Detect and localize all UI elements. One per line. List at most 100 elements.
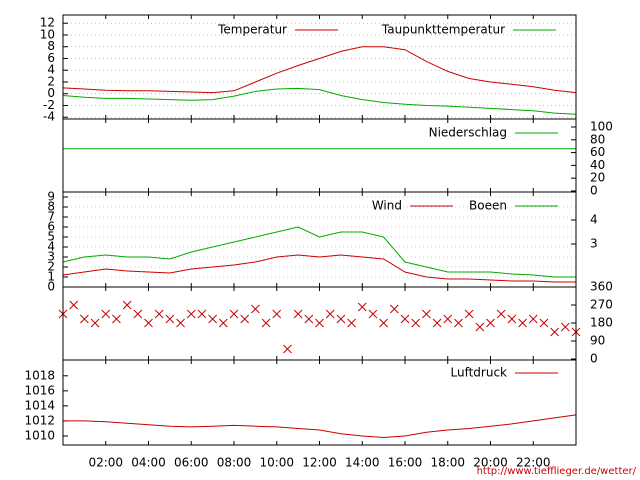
direction-mark xyxy=(443,314,453,324)
legend-label: Boeen xyxy=(469,199,507,213)
y-tick-label: 1016 xyxy=(24,383,55,397)
y-tick-label: 1018 xyxy=(24,368,55,382)
direction-mark xyxy=(411,318,421,328)
y-tick-label: 270 xyxy=(590,298,613,312)
y-tick-label: 40 xyxy=(590,158,605,172)
direction-mark xyxy=(304,314,314,324)
direction-mark xyxy=(454,318,463,328)
direction-mark xyxy=(507,314,517,324)
legend-label: Temperatur xyxy=(217,23,287,37)
y-tick-label: 8 xyxy=(47,200,55,214)
y-tick-label: 0 xyxy=(47,86,55,100)
legend-label: Luftdruck xyxy=(450,366,507,380)
credit: http://www.tiefflieger.de/wetter/ xyxy=(477,466,637,477)
direction-mark xyxy=(261,318,271,328)
x-tick-label: 06:00 xyxy=(174,456,209,470)
x-tick-label: 20:00 xyxy=(473,456,508,470)
direction-mark xyxy=(80,314,89,324)
direction-mark xyxy=(90,318,100,328)
direction-mark xyxy=(560,322,570,332)
series-line xyxy=(62,46,577,94)
y-tick-label: 100 xyxy=(590,119,613,133)
y-tick-label: 0 xyxy=(590,352,598,366)
direction-mark xyxy=(122,300,132,310)
direction-mark xyxy=(69,300,79,310)
direction-mark xyxy=(325,309,335,319)
direction-mark xyxy=(133,309,143,319)
y-tick-label: 60 xyxy=(590,145,605,159)
direction-mark xyxy=(315,318,324,328)
direction-mark xyxy=(229,309,239,319)
direction-mark xyxy=(368,309,378,319)
y-tick-label: 1 xyxy=(47,270,55,284)
series-line xyxy=(62,226,576,278)
direction-mark xyxy=(240,314,250,324)
direction-mark xyxy=(550,327,559,337)
y-tick-label: 180 xyxy=(590,316,613,330)
x-tick-label: 12:00 xyxy=(302,456,337,470)
y-tick-label: 90 xyxy=(590,334,605,348)
y-tick-label: 8 xyxy=(47,39,55,53)
direction-mark xyxy=(539,318,549,328)
x-tick-label: 22:00 xyxy=(516,456,551,470)
series-line xyxy=(63,414,577,439)
direction-mark xyxy=(400,314,410,324)
y2-tick-label: 3 xyxy=(590,237,598,251)
direction-mark xyxy=(347,318,356,328)
y-tick-label: 2 xyxy=(47,74,55,88)
y-tick-label: 6 xyxy=(47,51,55,65)
y-tick-label: 80 xyxy=(590,132,605,146)
x-tick-label: 16:00 xyxy=(388,456,423,470)
direction-mark xyxy=(251,304,260,314)
x-tick-label: 10:00 xyxy=(259,456,294,470)
direction-mark xyxy=(293,309,303,319)
series-line xyxy=(62,254,576,283)
direction-mark xyxy=(475,322,485,332)
y-tick-label: 20 xyxy=(590,171,605,185)
legend-label: Niederschlag xyxy=(429,126,507,140)
y-tick-label: 12 xyxy=(40,16,55,30)
direction-mark xyxy=(389,304,399,314)
y-tick-label: 2 xyxy=(47,260,55,274)
y-tick-label: 1014 xyxy=(24,398,55,412)
x-tick-label: 04:00 xyxy=(131,456,166,470)
y-tick-label: -2 xyxy=(43,98,55,112)
direction-mark xyxy=(101,309,111,319)
direction-mark xyxy=(176,318,185,328)
direction-mark xyxy=(379,318,388,328)
y-tick-label: 10 xyxy=(40,27,55,41)
direction-mark xyxy=(336,314,346,324)
direction-mark xyxy=(186,309,196,319)
series-line xyxy=(62,87,577,115)
y-tick-label: 9 xyxy=(47,190,55,204)
legend-label: Taupunkttemperatur xyxy=(381,23,505,37)
direction-mark xyxy=(218,318,228,328)
direction-mark xyxy=(154,309,164,319)
direction-mark xyxy=(422,309,431,319)
x-tick-label: 02:00 xyxy=(88,456,123,470)
direction-mark xyxy=(208,314,217,324)
y-tick-label: 360 xyxy=(590,280,613,294)
direction-mark xyxy=(112,314,121,324)
y-tick-label: 3 xyxy=(47,250,55,264)
direction-mark xyxy=(165,314,175,324)
y2-tick-label: 4 xyxy=(590,213,598,227)
direction-mark xyxy=(197,309,207,319)
x-tick-label: 14:00 xyxy=(345,456,380,470)
y-tick-label: 4 xyxy=(47,240,55,254)
direction-mark xyxy=(283,344,292,354)
direction-mark xyxy=(528,314,538,324)
y-tick-label: 1012 xyxy=(24,413,55,427)
y-tick-label: 1010 xyxy=(24,428,55,442)
x-tick-label: 18:00 xyxy=(430,456,465,470)
direction-mark xyxy=(432,318,442,328)
y-tick-label: 5 xyxy=(47,230,55,244)
direction-mark xyxy=(496,309,506,319)
x-tick-label: 08:00 xyxy=(217,456,252,470)
y-tick-label: 6 xyxy=(47,220,55,234)
panel-frame xyxy=(62,359,577,446)
direction-mark xyxy=(272,309,282,319)
y-tick-label: 0 xyxy=(590,183,598,197)
legend-label: Wind xyxy=(372,199,402,213)
